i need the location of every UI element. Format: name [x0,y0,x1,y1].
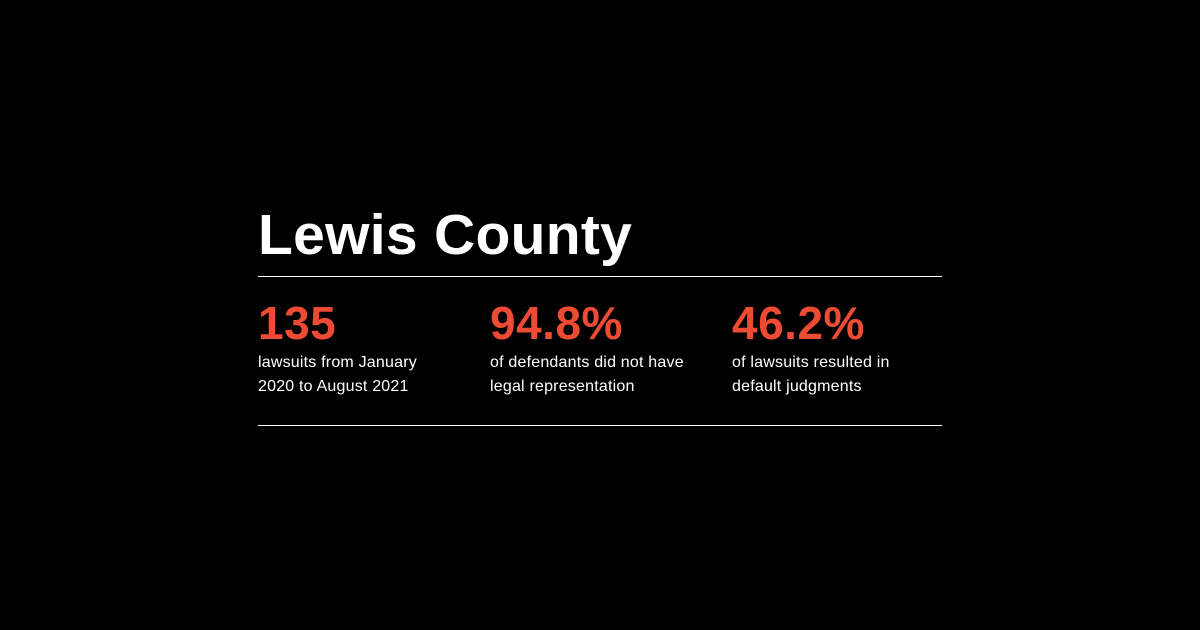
stat-label-line: legal representation [490,378,635,395]
stat-value: 46.2% [732,297,865,349]
bottom-divider [258,425,942,426]
stats-card: Lewis County 135 lawsuits from January 2… [258,200,942,426]
stat-label: of defendants did not have legal represe… [490,351,710,399]
stat-label-line: of defendants did not have [490,354,684,371]
stats-row: 135 lawsuits from January 2020 to August… [258,277,942,425]
stat-label: lawsuits from January 2020 to August 202… [258,351,458,399]
stat-no-representation: 94.8% of defendants did not have legal r… [490,297,710,399]
stat-label-line: default judgments [732,378,862,395]
stat-lawsuits: 135 lawsuits from January 2020 to August… [258,297,458,399]
stat-value: 135 [258,297,337,349]
stat-label-line: 2020 to August 2021 [258,378,409,395]
stat-label-line: lawsuits from January [258,354,417,371]
county-title: Lewis County [258,203,633,267]
stat-default-judgments: 46.2% of lawsuits resulted in default ju… [732,297,932,399]
top-divider [258,276,942,277]
stat-value: 94.8% [490,297,623,349]
stat-label-line: of lawsuits resulted in [732,354,890,371]
stat-label: of lawsuits resulted in default judgment… [732,351,932,399]
